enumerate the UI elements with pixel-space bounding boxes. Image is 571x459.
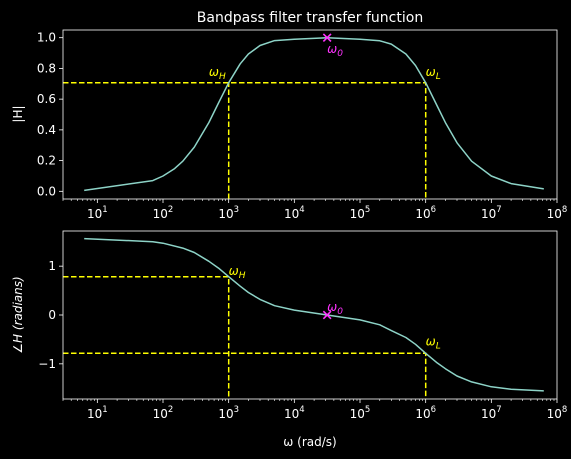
phase-annotation-omega-l: ωL xyxy=(426,334,441,351)
phase-annotation-omega-h: ωH xyxy=(229,264,246,281)
phase-x-tick-label: 104 xyxy=(284,405,305,421)
phase-omega0-marker xyxy=(322,310,332,320)
magnitude-axes-frame xyxy=(62,29,558,200)
magnitude-panel: Bandpass filter transfer function |H| 10… xyxy=(11,10,567,221)
phase-panel: ∠H (radians) ω (rad/s) 101 102 103 104 105 10… xyxy=(11,230,568,449)
magnitude-annotation-omega-l: ωL xyxy=(426,65,441,82)
phase-x-axis-label: ω (rad/s) xyxy=(283,435,336,449)
magnitude-x-tick-label: 106 xyxy=(415,205,436,221)
phase-x-tick-label: 105 xyxy=(350,405,371,421)
magnitude-x-tick-label: 107 xyxy=(481,205,502,221)
magnitude-series-line xyxy=(84,36,544,192)
magnitude-y-tick-label: 0.4 xyxy=(37,123,56,137)
phase-y-axis-label: ∠H (radians) xyxy=(11,276,25,353)
phase-x-tick-label: 103 xyxy=(218,405,239,421)
phase-y-tick-label: −1 xyxy=(38,357,56,371)
magnitude-omega0-marker xyxy=(322,33,332,43)
phase-x-tick-label: 107 xyxy=(481,405,502,421)
magnitude-annotation-omega-h: ωH xyxy=(209,65,226,82)
magnitude-annotation-omega-0: ω0 xyxy=(327,42,343,59)
magnitude-y-tick-label: 1.0 xyxy=(37,31,56,45)
phase-x-tick-label: 101 xyxy=(87,405,108,421)
magnitude-x-tick-label: 108 xyxy=(547,205,568,221)
phase-y-tick-label: 1 xyxy=(48,259,56,273)
magnitude-y-tick-label: 0.6 xyxy=(37,92,56,106)
phase-x-tick-label: 106 xyxy=(415,405,436,421)
magnitude-chart-title: Bandpass filter transfer function xyxy=(197,10,423,26)
magnitude-y-tick-label: 0.2 xyxy=(37,154,56,168)
magnitude-y-axis-label: |H| xyxy=(11,105,25,122)
phase-axes-frame xyxy=(62,230,558,400)
magnitude-y-tick-label: 0.8 xyxy=(37,61,56,75)
phase-x-tick-label: 102 xyxy=(153,405,174,421)
magnitude-x-tick-label: 104 xyxy=(284,205,305,221)
magnitude-x-tick-label: 103 xyxy=(218,205,239,221)
magnitude-x-tick-label: 101 xyxy=(87,205,108,221)
magnitude-y-tick-label: 0.0 xyxy=(37,184,56,198)
phase-x-tick-label: 108 xyxy=(547,405,568,421)
magnitude-x-tick-label: 105 xyxy=(350,205,371,221)
phase-y-tick-label: 0 xyxy=(48,308,56,322)
magnitude-x-tick-label: 102 xyxy=(153,205,174,221)
phase-annotation-omega-0: ω0 xyxy=(327,300,343,317)
